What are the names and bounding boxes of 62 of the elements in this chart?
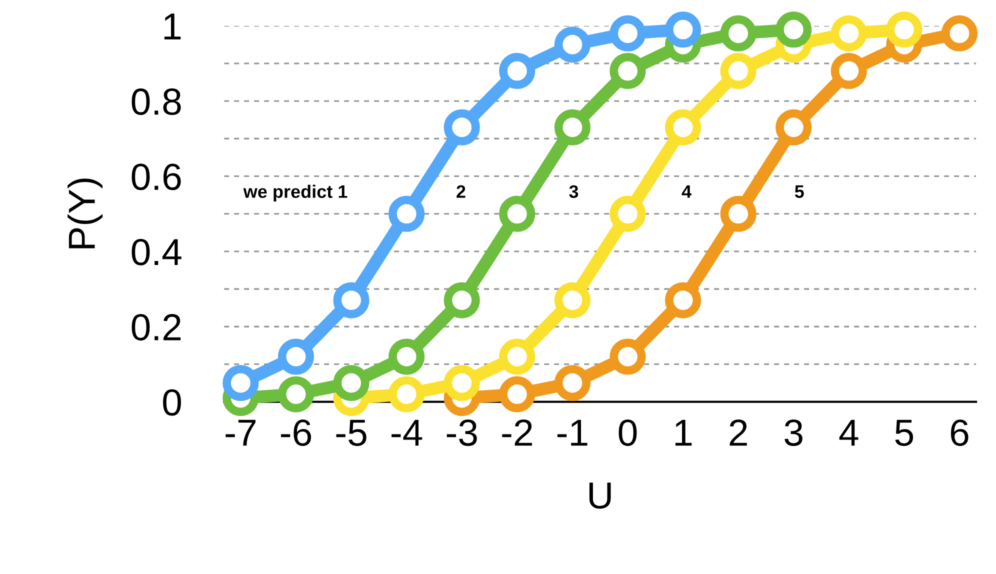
point xyxy=(444,109,480,146)
y-tick-label: 0.2 xyxy=(132,314,181,341)
x-tick-label: -4 xyxy=(392,420,422,446)
x-tick-label: 6 xyxy=(950,419,968,446)
point xyxy=(720,196,756,232)
x-tick-label: 5 xyxy=(895,420,914,446)
point xyxy=(886,12,922,48)
annotation: 5 xyxy=(794,185,804,198)
point xyxy=(830,52,867,90)
point xyxy=(720,52,756,90)
x-tick-label: -3 xyxy=(446,419,477,446)
x-tick-label: 0 xyxy=(618,419,637,446)
point xyxy=(830,15,867,52)
point xyxy=(278,338,314,375)
x-tick-label: -2 xyxy=(502,419,532,446)
point xyxy=(333,364,370,402)
point xyxy=(664,12,702,48)
x-tick-label: 3 xyxy=(784,419,802,446)
annotation: we predict 1 xyxy=(243,184,348,202)
point xyxy=(610,15,646,52)
point xyxy=(610,196,646,232)
annotation: 3 xyxy=(569,185,578,198)
point xyxy=(610,52,646,90)
point xyxy=(776,109,812,146)
point xyxy=(941,15,978,52)
point xyxy=(554,26,590,63)
point xyxy=(664,282,702,318)
point xyxy=(388,376,425,412)
point xyxy=(388,338,425,375)
x-tick-label: -7 xyxy=(226,420,256,446)
point xyxy=(388,196,425,232)
point xyxy=(554,364,590,402)
y-tick-label: 1 xyxy=(164,14,181,40)
y-tick-label: 0.8 xyxy=(132,88,181,115)
x-tick-label: -6 xyxy=(280,419,312,446)
x-tick-label: 2 xyxy=(730,419,747,446)
point xyxy=(554,109,590,146)
point xyxy=(444,282,480,318)
y-tick-label: 0 xyxy=(163,389,181,416)
x-tick-label: -1 xyxy=(557,420,588,446)
point xyxy=(499,376,536,412)
point xyxy=(499,52,536,90)
point xyxy=(278,376,314,412)
x-tick-label: 1 xyxy=(675,420,692,446)
annotation: 2 xyxy=(456,185,466,198)
annotation: 4 xyxy=(682,185,692,198)
point xyxy=(499,338,536,375)
point xyxy=(499,196,536,232)
x-axis-title: U xyxy=(589,482,611,509)
point xyxy=(444,364,480,402)
x-tick-label: 4 xyxy=(839,420,858,446)
y-axis-title: P(Y) xyxy=(68,178,103,248)
point xyxy=(554,282,590,318)
y-tick-label: 0.4 xyxy=(132,238,182,266)
point xyxy=(720,15,756,52)
point xyxy=(664,109,702,146)
point xyxy=(610,338,646,375)
x-tick-label: -5 xyxy=(336,420,366,446)
y-tick-label: 0.6 xyxy=(132,164,181,190)
point xyxy=(222,364,259,402)
point xyxy=(333,282,370,318)
point xyxy=(776,12,812,48)
